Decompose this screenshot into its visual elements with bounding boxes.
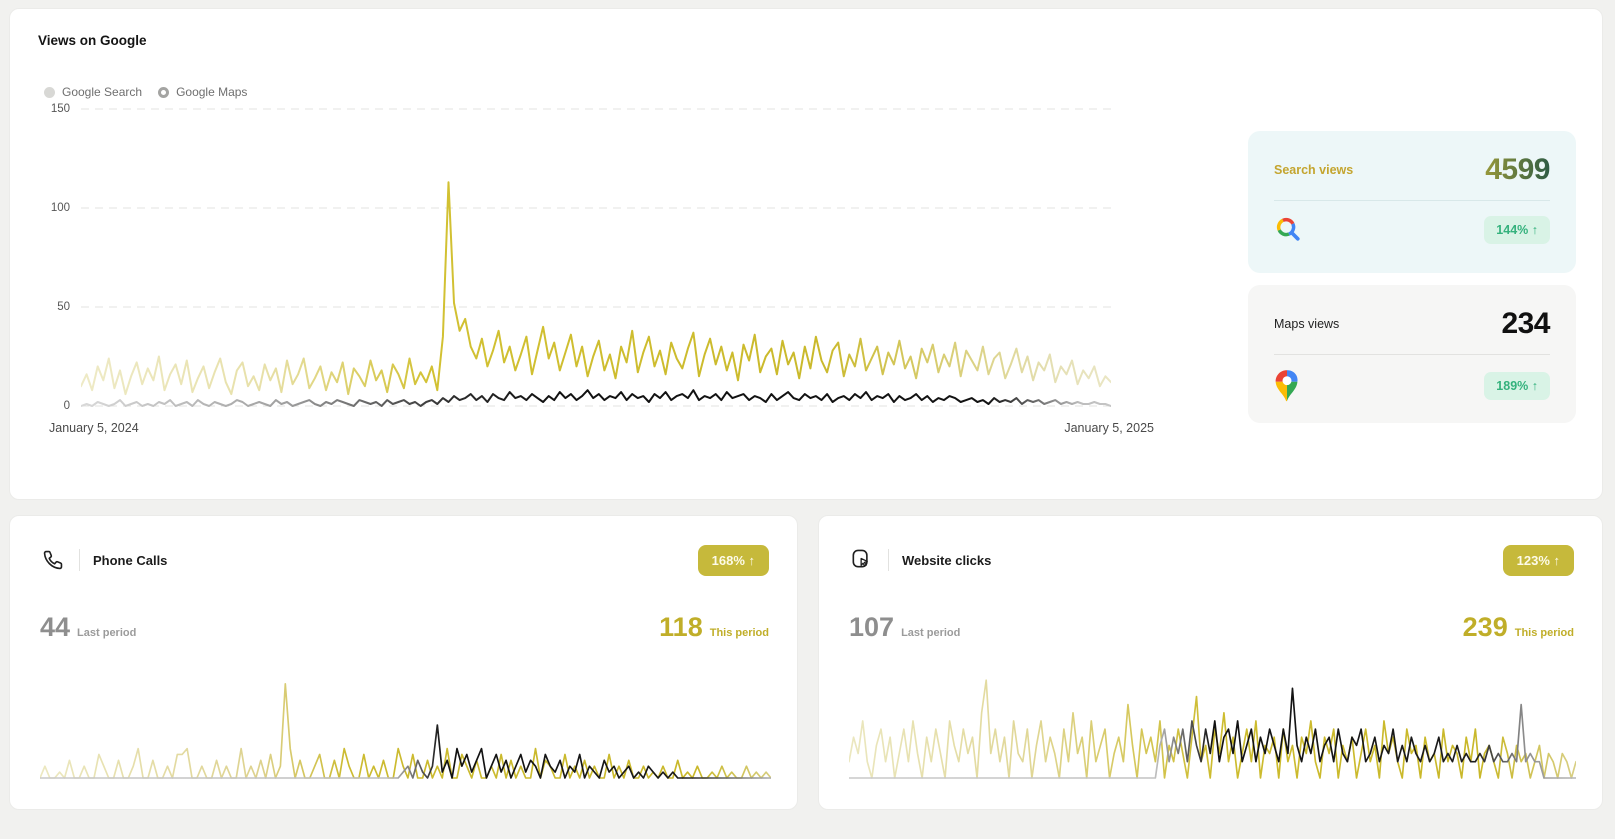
clicks-last-period-value: 107	[849, 612, 895, 642]
search-views-change-badge: 144% ↑	[1484, 216, 1550, 244]
phone-calls-header: Phone Calls 168% ↑	[40, 544, 769, 576]
legend-filled-dot-icon	[44, 86, 55, 98]
website-clicks-stats: 107 Last period 239 This period	[849, 612, 1574, 643]
maps-views-value: 234	[1501, 307, 1550, 340]
x-axis-labels: January 5, 2024 January 5, 2025	[49, 421, 1154, 435]
search-views-tile: Search views 4599 144% ↑	[1248, 131, 1576, 273]
phone-calls-card: Phone Calls 168% ↑ 44 Last period 118 Th…	[9, 515, 798, 810]
views-card-title: Views on Google	[38, 33, 147, 48]
tile-divider	[1274, 200, 1550, 201]
clicks-this-period-value: 239	[1462, 612, 1508, 642]
views-on-google-card: Views on Google Google Search Google Map…	[9, 8, 1603, 500]
maps-views-change-badge: 189% ↑	[1484, 372, 1550, 400]
phone-icon	[43, 550, 63, 570]
legend-item-google-maps[interactable]: Google Maps	[158, 85, 247, 99]
clicks-last-period-label: Last period	[901, 627, 961, 639]
phone-this-period-value: 118	[659, 612, 703, 642]
phone-last-period-label: Last period	[77, 627, 137, 639]
phone-calls-change-badge: 168% ↑	[697, 544, 769, 576]
phone-this-period-label: This period	[709, 627, 769, 639]
x-axis-start-label: January 5, 2024	[49, 421, 139, 435]
y-tick-150: 150	[50, 103, 70, 115]
views-chart	[81, 108, 1111, 407]
maps-views-tile: Maps views 234 189% ↑	[1248, 285, 1576, 423]
legend-item-google-search[interactable]: Google Search	[44, 85, 142, 99]
y-tick-0: 0	[63, 400, 70, 412]
legend-ring-dot-icon	[158, 86, 170, 98]
clicks-this-period-label: This period	[1514, 627, 1574, 639]
search-views-value: 4599	[1485, 153, 1550, 186]
phone-calls-title: Phone Calls	[93, 552, 168, 568]
legend-label: Google Maps	[176, 85, 248, 99]
header-divider	[888, 549, 889, 571]
legend-label: Google Search	[62, 85, 143, 99]
phone-last-period-value: 44	[40, 612, 71, 642]
maps-views-label: Maps views	[1274, 317, 1340, 331]
search-views-label: Search views	[1274, 163, 1354, 177]
phone-calls-stats: 44 Last period 118 This period	[40, 612, 769, 643]
x-axis-end-label: January 5, 2025	[1064, 421, 1154, 435]
chart-legend: Google Search Google Maps	[44, 85, 247, 99]
website-clicks-chart	[849, 668, 1576, 783]
google-search-icon	[1276, 217, 1300, 241]
website-clicks-change-badge: 123% ↑	[1502, 544, 1574, 576]
y-tick-50: 50	[57, 301, 70, 313]
header-divider	[79, 549, 80, 571]
cursor-click-icon	[852, 549, 868, 568]
tile-divider	[1274, 354, 1550, 355]
website-clicks-header: Website clicks 123% ↑	[849, 544, 1574, 576]
website-clicks-card: Website clicks 123% ↑ 107 Last period 23…	[818, 515, 1603, 810]
y-tick-100: 100	[50, 202, 70, 214]
website-clicks-title: Website clicks	[902, 552, 992, 568]
google-maps-pin-icon	[1275, 370, 1298, 402]
phone-calls-chart	[40, 668, 771, 783]
